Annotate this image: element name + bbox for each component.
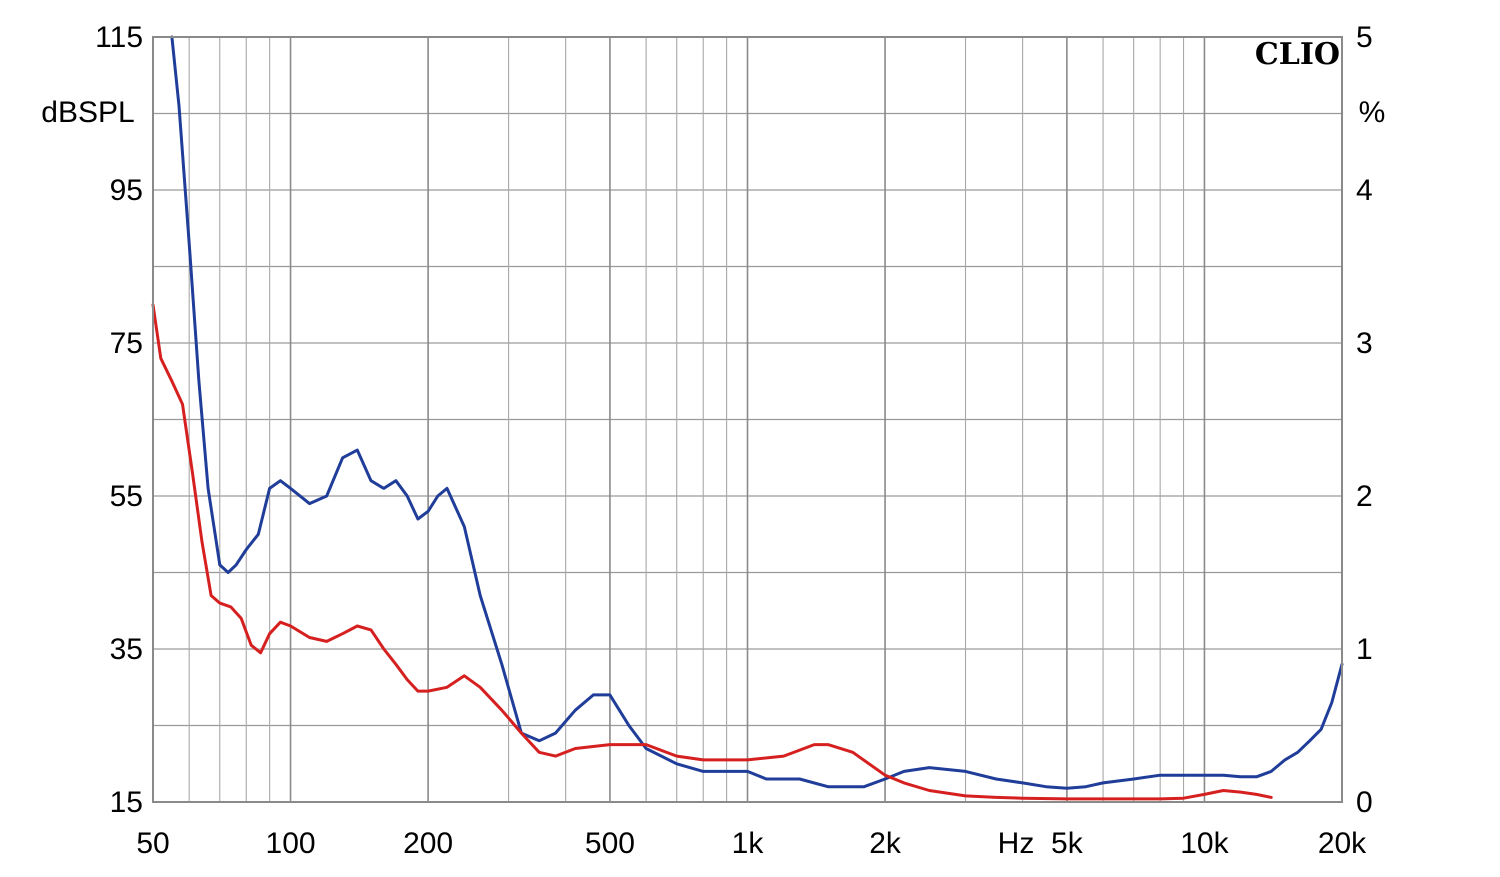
left-tick-label: 55	[110, 480, 143, 513]
right-tick-label: 1	[1356, 633, 1373, 666]
right-tick-label: 5	[1356, 21, 1373, 54]
x-tick-label: 10k	[1180, 827, 1229, 860]
x-tick-label: 50	[136, 827, 169, 860]
right-tick-label: 4	[1356, 174, 1373, 207]
x-tick-label: 5k	[1051, 827, 1084, 860]
right-axis-tick-labels: 5 4 3 2 1 0	[1356, 21, 1373, 819]
x-tick-label: 200	[403, 827, 453, 860]
left-axis-unit-label: dBSPL	[41, 96, 134, 129]
x-tick-label: 100	[266, 827, 316, 860]
plot-frame	[152, 36, 1343, 803]
left-axis-tick-labels: 115 95 75 55 35 15	[95, 21, 143, 819]
x-tick-label: 20k	[1318, 827, 1367, 860]
right-tick-label: 2	[1356, 480, 1373, 513]
clio-brand-label: CLIO	[1255, 37, 1340, 72]
series-1-line	[170, 35, 1344, 790]
left-tick-label: 35	[110, 633, 143, 666]
x-tick-label: 1k	[732, 827, 765, 860]
right-tick-label: 3	[1356, 327, 1373, 360]
left-tick-label: 95	[110, 174, 143, 207]
left-tick-label: 75	[110, 327, 143, 360]
series-layer	[151, 35, 1344, 801]
x-tick-label: 2k	[869, 827, 902, 860]
right-tick-label: 0	[1356, 786, 1373, 819]
x-tick-label: 500	[585, 827, 635, 860]
x-axis-unit-label: Hz	[998, 827, 1035, 860]
x-axis-tick-labels: 50 100 200 500 1k 2k 5k 10k 20k	[136, 827, 1367, 860]
left-tick-label: 115	[95, 21, 143, 54]
vertical-gridlines	[188, 37, 1206, 802]
right-axis-unit-label: %	[1359, 96, 1386, 129]
left-tick-label: 15	[110, 786, 143, 819]
series-2-line	[151, 303, 1273, 801]
